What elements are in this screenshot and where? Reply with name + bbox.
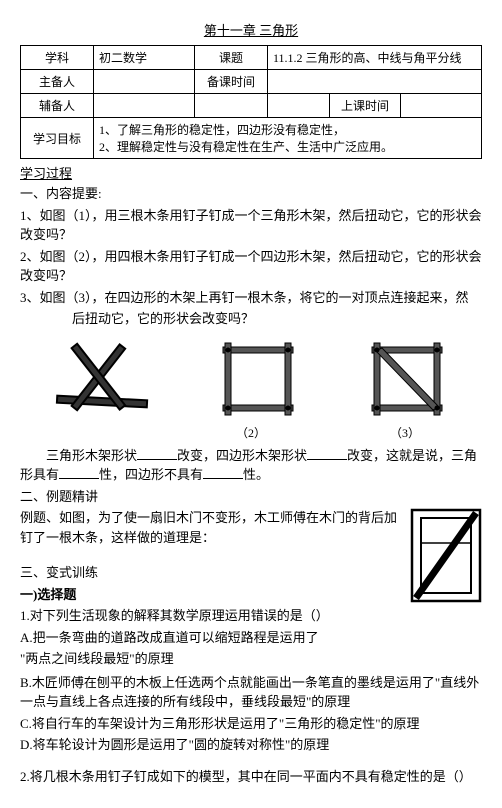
- square-frame-icon: [211, 337, 306, 422]
- author-value: [94, 70, 195, 94]
- figures-row: [20, 337, 482, 422]
- process-label: 学习过程: [20, 163, 482, 182]
- mc1-option-d[interactable]: D.将车轮设计为圆形是运用了"圆的旋转对称性"的原理: [20, 735, 482, 755]
- blank-cell2: [268, 94, 330, 118]
- blank-4[interactable]: [203, 465, 243, 479]
- fill-in-sentence: 三角形木架形状改变，四边形木架形状改变，这就是说，三角形具有性，四边形不具有性。: [20, 446, 482, 485]
- door-figure: [410, 508, 482, 609]
- question-2: 2、如图（2），用四根木条用钉子钉成一个四边形木架，然后扭动它，它的形状会改变吗…: [20, 247, 482, 286]
- blank-2[interactable]: [307, 446, 347, 460]
- door-icon: [410, 508, 482, 603]
- goals-content: 1、了解三角形的稳定性，四边形没有稳定性， 2、理解稳定性与没有稳定性在生产、生…: [94, 118, 482, 159]
- blank-1[interactable]: [137, 446, 177, 460]
- question-3a: 3、如图（3），在四边形的木架上再钉一根木条，将它的一对顶点连接起来，然: [20, 288, 482, 308]
- prep-time-label: 备课时间: [195, 70, 268, 94]
- mc1-stem: 1.对下列生活现象的解释其数学原理运用错误的是（）: [20, 606, 482, 626]
- chapter-title: 第十一章 三角形: [20, 20, 482, 39]
- assistant-label: 辅备人: [21, 94, 94, 118]
- mc1-option-a-line2: "两点之间线段最短"的原理: [20, 649, 482, 669]
- fillin-t1: 三角形木架形状: [46, 448, 137, 463]
- header-table: 学科 初二数学 课题 11.1.2 三角形的高、中线与角平分线 主备人 备课时间…: [20, 45, 482, 159]
- section-2-heading: 二、例题精讲: [20, 487, 482, 507]
- topic-value: 11.1.2 三角形的高、中线与角平分线: [268, 46, 482, 70]
- fillin-t2: 改变，四边形木架形状: [177, 448, 307, 463]
- fillin-t5: 性。: [243, 467, 269, 482]
- square-diagonal-frame-icon: [360, 337, 455, 422]
- mc2-paren[interactable]: ）: [459, 769, 474, 784]
- question-3b: 后扭动它，它的形状会改变吗？: [20, 309, 482, 329]
- mc1-paren[interactable]: ）: [316, 608, 331, 623]
- class-time-value: [401, 94, 482, 118]
- mc2-stem-text: 2.将几根木条用钉子钉成如下的模型，其中在同一平面内不具有稳定性的是（: [20, 769, 459, 784]
- blank-3[interactable]: [59, 465, 99, 479]
- goal-line-2: 2、理解稳定性与没有稳定性在生产、生活中广泛应用。: [99, 138, 476, 155]
- prep-time-value: [268, 70, 482, 94]
- topic-label: 课题: [195, 46, 268, 70]
- mc1-option-b[interactable]: B.木匠师傅在刨平的木板上任选两个点就能画出一条笔直的墨线是运用了"直线外一点与…: [20, 673, 482, 712]
- fig-caption-3: （3）: [390, 424, 420, 442]
- mc1-option-c[interactable]: C.将自行车的车架设计为三角形形状是运用了"三角形的稳定性"的原理: [20, 714, 482, 734]
- subject-value: 初二数学: [94, 46, 195, 70]
- goals-label: 学习目标: [21, 118, 94, 159]
- class-time-label: 上课时间: [330, 94, 401, 118]
- goal-line-1: 1、了解三角形的稳定性，四边形没有稳定性，: [99, 121, 476, 138]
- question-1: 1、如图（1），用三根木条用钉子钉成一个三角形木架，然后扭动它，它的形状会改变吗…: [20, 206, 482, 245]
- mc1-option-a[interactable]: A.把一条弯曲的道路改成直道可以缩短路程是运用了: [20, 628, 482, 648]
- fillin-t4: 性，四边形不具有: [99, 467, 203, 482]
- mc2-stem: 2.将几根木条用钉子钉成如下的模型，其中在同一平面内不具有稳定性的是（）: [20, 767, 482, 787]
- mc1-stem-text: 1.对下列生活现象的解释其数学原理运用错误的是（: [20, 608, 316, 623]
- subject-label: 学科: [21, 46, 94, 70]
- outline-heading: 一、内容提要:: [20, 184, 482, 204]
- assistant-value: [94, 94, 195, 118]
- author-label: 主备人: [21, 70, 94, 94]
- figure-captions: （1） （2） （3）: [20, 424, 482, 442]
- blank-cell: [195, 94, 268, 118]
- fig-caption-2: （2）: [236, 424, 266, 442]
- content-body: 一、内容提要: 1、如图（1），用三根木条用钉子钉成一个三角形木架，然后扭动它，…: [20, 184, 482, 786]
- triangle-frame-icon: [47, 342, 157, 422]
